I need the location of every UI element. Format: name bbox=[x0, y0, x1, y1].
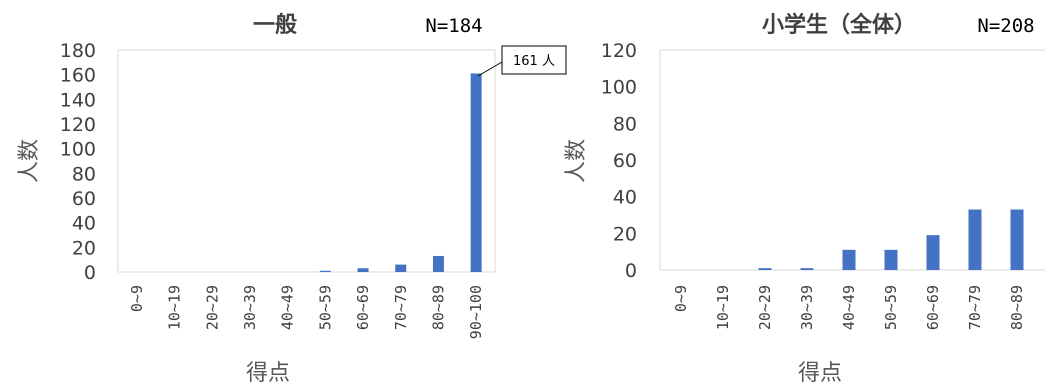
x-tick-label: 30~39 bbox=[241, 285, 259, 330]
bars bbox=[319, 73, 482, 272]
y-tick-label: 40 bbox=[613, 187, 637, 209]
y-tick-label: 80 bbox=[72, 163, 96, 185]
x-tick-label: 10~19 bbox=[166, 285, 184, 330]
y-tick-label: 40 bbox=[72, 213, 96, 235]
x-tick-label: 30~39 bbox=[798, 285, 816, 330]
bar bbox=[884, 249, 898, 270]
y-axis-title: 人数 bbox=[564, 139, 589, 183]
chart-title: 小学生（全体） bbox=[762, 12, 916, 38]
bar bbox=[800, 268, 814, 270]
bar bbox=[357, 268, 369, 272]
y-tick-label: 180 bbox=[60, 40, 96, 62]
y-tick-label: 140 bbox=[60, 89, 96, 111]
bar bbox=[432, 255, 444, 272]
plot-area bbox=[659, 49, 1045, 271]
chart-elementary: 小学生（全体） N=208 0 20 40 60 80 100 120 0~9 10~19 20… bbox=[564, 12, 1045, 385]
bar bbox=[319, 270, 331, 272]
x-tick-label: 50~59 bbox=[316, 285, 334, 330]
callout-box bbox=[501, 45, 567, 75]
x-tick-label: 20~29 bbox=[203, 285, 221, 330]
x-tick-label: 20~29 bbox=[756, 285, 774, 330]
bar bbox=[470, 73, 482, 272]
callout-leader-line bbox=[477, 61, 503, 77]
x-tick-label: 40~49 bbox=[840, 285, 858, 330]
y-tick-label: 60 bbox=[613, 150, 637, 172]
y-tick-label: 60 bbox=[72, 188, 96, 210]
y-tick-label: 20 bbox=[613, 223, 637, 245]
x-tick-label: 80~89 bbox=[429, 285, 447, 330]
x-axis: 0~9 10~19 20~29 30~39 40~49 50~59 60~69 70~79 80… bbox=[128, 285, 485, 339]
y-tick-label: 0 bbox=[84, 262, 96, 284]
y-tick-label: 20 bbox=[72, 237, 96, 259]
y-tick-label: 80 bbox=[613, 113, 637, 135]
x-tick-label: 90~100 bbox=[467, 285, 485, 339]
x-tick-label: 70~79 bbox=[392, 285, 410, 330]
x-tick-label: 70~79 bbox=[966, 285, 984, 330]
data-callout: 161 人 bbox=[477, 45, 567, 77]
bar bbox=[1010, 209, 1024, 270]
plot-area bbox=[117, 49, 496, 273]
x-tick-label: 50~59 bbox=[882, 285, 900, 330]
y-tick-label: 120 bbox=[601, 40, 637, 62]
y-tick-label: 0 bbox=[625, 260, 637, 282]
y-tick-label: 100 bbox=[60, 139, 96, 161]
sample-size-label: N=184 bbox=[425, 15, 482, 37]
y-axis: 0 20 40 60 80 100 120 bbox=[601, 40, 637, 282]
bar bbox=[968, 209, 982, 270]
y-tick-label: 100 bbox=[601, 77, 637, 99]
x-tick-label: 60~69 bbox=[354, 285, 372, 330]
y-axis-title: 人数 bbox=[17, 139, 42, 183]
bar bbox=[395, 264, 407, 272]
x-axis: 0~9 10~19 20~29 30~39 40~49 50~59 60~69 70~79 80… bbox=[672, 285, 1026, 330]
x-tick-label: 80~89 bbox=[1008, 285, 1026, 330]
bar bbox=[758, 268, 772, 270]
sample-size-label: N=208 bbox=[977, 15, 1034, 37]
x-tick-label: 60~69 bbox=[924, 285, 942, 330]
bar bbox=[842, 249, 856, 270]
x-axis-title: 得点 bbox=[246, 361, 290, 385]
x-tick-label: 0~9 bbox=[672, 285, 690, 312]
bars bbox=[758, 209, 1024, 270]
x-tick-label: 0~9 bbox=[128, 285, 146, 312]
callout-label: 161 人 bbox=[513, 54, 555, 69]
x-axis-title: 得点 bbox=[798, 361, 842, 385]
x-tick-label: 10~19 bbox=[714, 285, 732, 330]
y-tick-label: 120 bbox=[60, 114, 96, 136]
y-tick-label: 160 bbox=[60, 65, 96, 87]
bar bbox=[926, 235, 940, 270]
chart-title: 一般 bbox=[253, 12, 297, 38]
x-tick-label: 40~49 bbox=[279, 285, 297, 330]
